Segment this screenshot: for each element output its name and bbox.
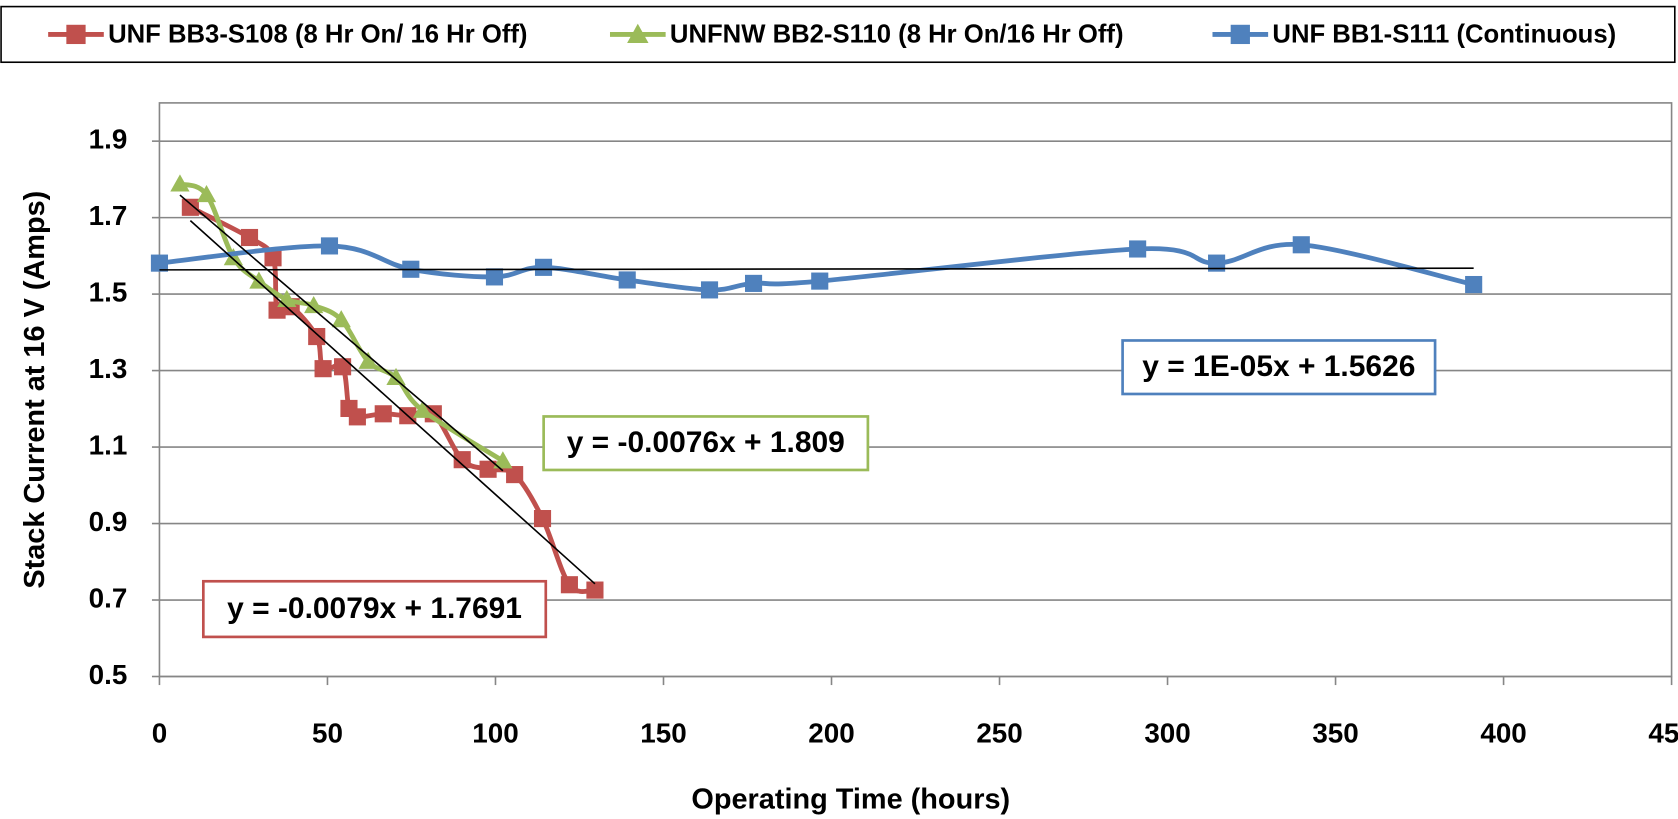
annotation: y = 1E-05x + 1.5626 [1142, 350, 1415, 383]
marker [618, 271, 636, 289]
marker [1292, 236, 1310, 254]
marker [304, 295, 324, 314]
marker [453, 451, 471, 469]
marker [348, 408, 366, 426]
x-tick-label: 450 [1648, 718, 1678, 749]
marker [320, 237, 339, 255]
marker [412, 400, 433, 418]
y-tick-label: 1.7 [89, 200, 128, 231]
marker [700, 281, 719, 299]
marker [493, 451, 513, 469]
marker [334, 358, 352, 376]
x-axis-title: Operating Time (hours) [691, 783, 1010, 815]
marker [331, 310, 351, 328]
marker [479, 460, 497, 478]
marker [744, 274, 763, 292]
marker [506, 466, 524, 484]
marker [358, 351, 378, 369]
y-axis-title: Stack Current at 16 V (Amps) [19, 191, 51, 589]
y-tick-label: 1.5 [89, 276, 128, 307]
marker [196, 185, 217, 203]
x-tick-label: 100 [472, 718, 518, 749]
marker [181, 198, 199, 216]
legend-item: UNF BB1-S111 (Continuous) [1212, 20, 1616, 48]
x-tick-label: 0 [152, 718, 167, 749]
marker [485, 268, 504, 286]
annotation-box [542, 415, 870, 472]
x-tick-label: 400 [1480, 718, 1526, 749]
marker [627, 23, 649, 43]
x-tick-label: 250 [976, 718, 1022, 749]
marker [1208, 254, 1226, 272]
marker [1230, 24, 1250, 45]
marker [308, 327, 326, 346]
x-tick-label: 200 [808, 718, 854, 749]
marker [533, 510, 552, 528]
marker [314, 360, 332, 378]
y-tick-label: 0.5 [89, 659, 128, 690]
legend-label: UNFNW BB2-S110 (8 Hr On/16 Hr Off) [670, 20, 1124, 48]
y-tick-label: 0.7 [89, 582, 128, 613]
marker [170, 174, 190, 192]
legend-box [0, 5, 1676, 64]
y-tick-label: 1.1 [89, 429, 128, 460]
marker [223, 248, 244, 266]
legend-item: UNFNW BB2-S110 (8 Hr On/16 Hr Off) [609, 20, 1124, 48]
marker [240, 228, 259, 247]
marker [66, 24, 86, 45]
y-tick-label: 1.9 [89, 123, 128, 154]
x-tick-label: 350 [1312, 718, 1358, 749]
marker [386, 367, 406, 385]
legend-label: UNF BB1-S111 (Continuous) [1272, 20, 1616, 48]
legend-label: UNF BB3-S108 (8 Hr On/ 16 Hr Off) [108, 20, 527, 48]
marker [249, 271, 269, 289]
marker [1129, 240, 1147, 258]
x-tick-label: 50 [312, 718, 343, 749]
x-tick-label: 150 [640, 718, 686, 749]
marker [150, 254, 169, 272]
marker [560, 576, 578, 594]
marker [534, 258, 553, 276]
marker [264, 249, 282, 267]
legend-item: UNF BB3-S108 (8 Hr On/ 16 Hr Off) [48, 20, 527, 48]
trendline [179, 194, 504, 472]
y-tick-label: 1.3 [89, 353, 128, 384]
marker [811, 272, 829, 290]
marker [586, 581, 604, 599]
annotation: y = -0.0076x + 1.809 [567, 426, 845, 459]
y-tick-label: 0.9 [89, 506, 128, 537]
marker [374, 405, 392, 423]
trendline [189, 219, 596, 585]
annotation-box [1121, 339, 1437, 396]
marker [1465, 275, 1483, 294]
x-tick-label: 300 [1144, 718, 1190, 749]
annotation: y = -0.0079x + 1.7691 [227, 592, 522, 625]
trendline [159, 267, 1474, 271]
annotation-box [201, 579, 548, 639]
